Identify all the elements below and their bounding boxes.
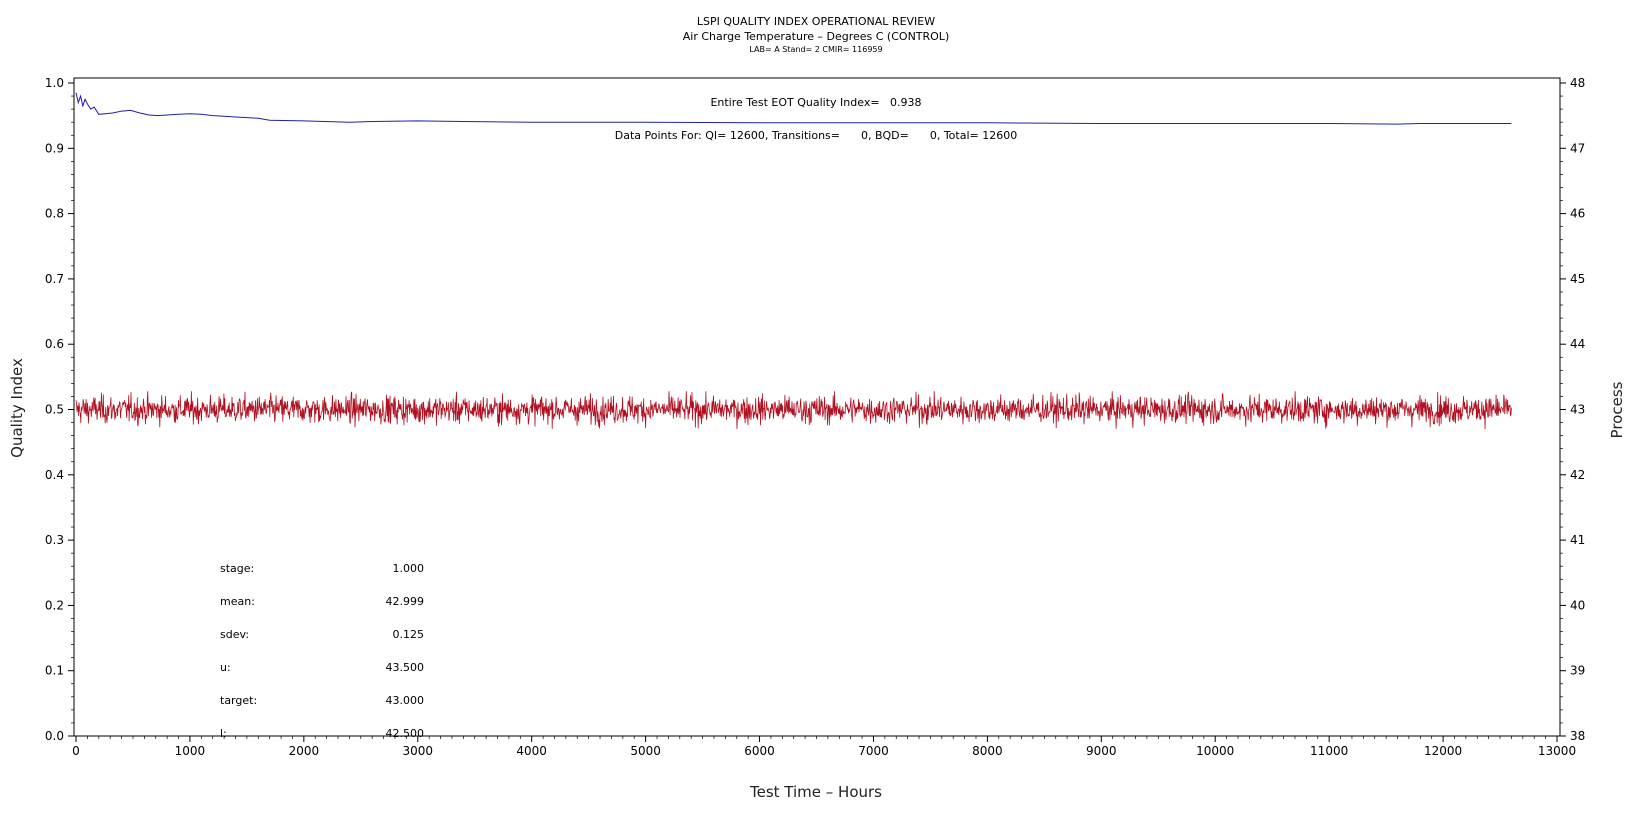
x-tick-label: 10000 <box>1196 744 1234 758</box>
y2-axis-label: Process <box>1608 381 1626 438</box>
process-series-line <box>75 391 1512 430</box>
y-tick-label: 0.1 <box>45 664 64 678</box>
y-tick-label: 0.5 <box>45 403 64 417</box>
plot-area <box>73 77 1561 737</box>
x-tick-label: 1000 <box>175 744 206 758</box>
y2-tick-label: 43 <box>1570 403 1585 417</box>
x-axis-label: Test Time – Hours <box>749 783 882 801</box>
y-tick-label: 0.0 <box>45 729 64 743</box>
stat-value: 42.999 <box>386 595 425 608</box>
stat-value: 1.000 <box>393 562 425 575</box>
y-tick-label: 0.6 <box>45 337 64 351</box>
quality-index-series-line <box>75 92 1512 125</box>
y2-tick-label: 45 <box>1570 272 1585 286</box>
stat-value: 42.500 <box>386 727 425 740</box>
y-tick-label: 1.0 <box>45 76 64 90</box>
x-tick-label: 2000 <box>289 744 320 758</box>
stat-value: 43.000 <box>386 694 425 707</box>
x-tick-label: 0 <box>72 744 80 758</box>
x-tick-label: 9000 <box>1086 744 1117 758</box>
y-tick-label: 0.2 <box>45 598 64 612</box>
eot-quality-index-label: Entire Test EOT Quality Index= 0.938 <box>710 96 921 109</box>
x-tick-label: 11000 <box>1310 744 1348 758</box>
x-tick-label: 6000 <box>744 744 775 758</box>
y2-tick-label: 40 <box>1570 598 1585 612</box>
y-tick-label: 0.4 <box>45 468 64 482</box>
y-tick-label: 0.8 <box>45 207 64 221</box>
y2-tick-label: 41 <box>1570 533 1585 547</box>
x-tick-label: 5000 <box>630 744 661 758</box>
y2-tick-label: 46 <box>1570 207 1585 221</box>
stat-label: sdev: <box>220 628 249 641</box>
y-tick-label: 0.7 <box>45 272 64 286</box>
stat-label: stage: <box>220 562 254 575</box>
y-axis-label: Quality Index <box>8 358 26 458</box>
chart-title: LSPI QUALITY INDEX OPERATIONAL REVIEW <box>697 15 935 28</box>
y2-tick-label: 48 <box>1570 76 1585 90</box>
x-tick-label: 7000 <box>858 744 889 758</box>
chart-subtitle: Air Charge Temperature – Degrees C (CONT… <box>683 30 949 43</box>
x-tick-label: 12000 <box>1424 744 1462 758</box>
stat-label: mean: <box>220 595 255 608</box>
stat-label: u: <box>220 661 231 674</box>
data-points-label: Data Points For: QI= 12600, Transitions=… <box>615 129 1017 142</box>
x-tick-label: 8000 <box>972 744 1003 758</box>
x-tick-label: 13000 <box>1538 744 1576 758</box>
stat-value: 43.500 <box>386 661 425 674</box>
stat-label: target: <box>220 694 257 707</box>
stat-label: l: <box>220 727 227 740</box>
y2-tick-label: 38 <box>1570 729 1585 743</box>
y-tick-label: 0.3 <box>45 533 64 547</box>
stat-value: 0.125 <box>393 628 425 641</box>
y2-tick-label: 44 <box>1570 337 1585 351</box>
x-tick-label: 3000 <box>402 744 433 758</box>
y2-tick-label: 47 <box>1570 141 1585 155</box>
y-tick-label: 0.9 <box>45 141 64 155</box>
stats-block: stage: 1.000 mean: 42.999 sdev: 0.125 u: 43.500… <box>220 562 424 740</box>
chart-subsubtitle: LAB= A Stand= 2 CMIR= 116959 <box>749 45 882 54</box>
y2-tick-label: 42 <box>1570 468 1585 482</box>
y2-tick-label: 39 <box>1570 664 1585 678</box>
x-tick-label: 4000 <box>516 744 547 758</box>
